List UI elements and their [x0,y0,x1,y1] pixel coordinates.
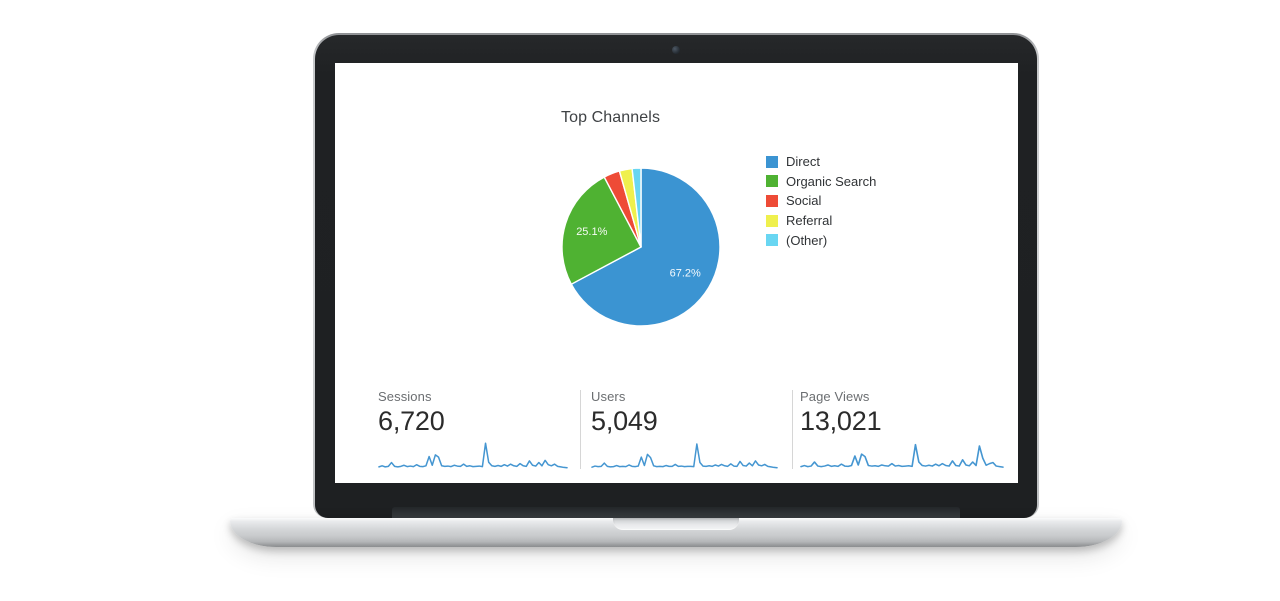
sparkline-path [800,443,1004,468]
metric-value: 6,720 [378,406,445,436]
legend-item-organic-search: Organic Search [766,173,877,189]
metric-value: 5,049 [591,406,658,436]
analytics-dashboard: Top Channels 67.2% 25.1% Direct Organic S… [335,63,1018,483]
webcam-icon [672,46,680,54]
legend-label: Referral [786,213,833,229]
metric-pageviews: Page Views 13,021 [800,389,1004,470]
legend-swatch-organic-search [766,175,778,188]
laptop-screen-bezel: Top Channels 67.2% 25.1% Direct Organic S… [315,35,1037,518]
laptop-screen-shell: Top Channels 67.2% 25.1% Direct Organic S… [313,33,1039,518]
sparkline-path [591,443,778,469]
legend-item-referral: Referral [766,213,876,229]
pie-slice-other [631,167,642,248]
metric-divider [580,390,581,469]
metric-value: 13,021 [800,406,882,436]
legend-label: Direct [786,154,820,169]
legend-swatch-referral [766,214,778,227]
pie-slice-direct [570,167,721,327]
legend-swatch-other [766,234,778,247]
metric-label: Users [591,389,626,404]
metric-divider [792,390,793,469]
legend-swatch-direct [766,155,778,168]
metric-users: Users 5,049 [591,389,778,470]
legend-swatch-social [766,194,778,207]
top-channels-pie-chart: 67.2% 25.1% [561,167,721,327]
legend-item-direct: Direct [766,154,876,169]
metric-label: Sessions [378,389,432,404]
laptop-hinge [392,507,960,518]
legend-label: Social [786,193,822,209]
sparkline-path [378,442,568,469]
legend-label: (Other) [786,232,828,248]
chart-title: Top Channels [561,109,661,126]
pageviews-sparkline-chart [800,443,1004,468]
pie-legend: Direct Organic Search Social Referral [766,154,877,253]
sessions-sparkline-chart [378,442,568,469]
legend-item-other: (Other) [766,232,876,248]
users-sparkline-chart [591,443,778,469]
laptop-base [230,518,1122,547]
legend-label: Organic Search [786,173,877,189]
pie-slice-percentage: 25.1% [576,226,607,238]
laptop-base-notch [613,518,739,530]
metric-label: Page Views [800,389,870,404]
metric-sessions: Sessions 6,720 [378,389,568,470]
pie-slice-percentage: 67.2% [670,267,701,279]
legend-item-social: Social [766,193,876,209]
pie-slice-organic-search [561,176,642,286]
